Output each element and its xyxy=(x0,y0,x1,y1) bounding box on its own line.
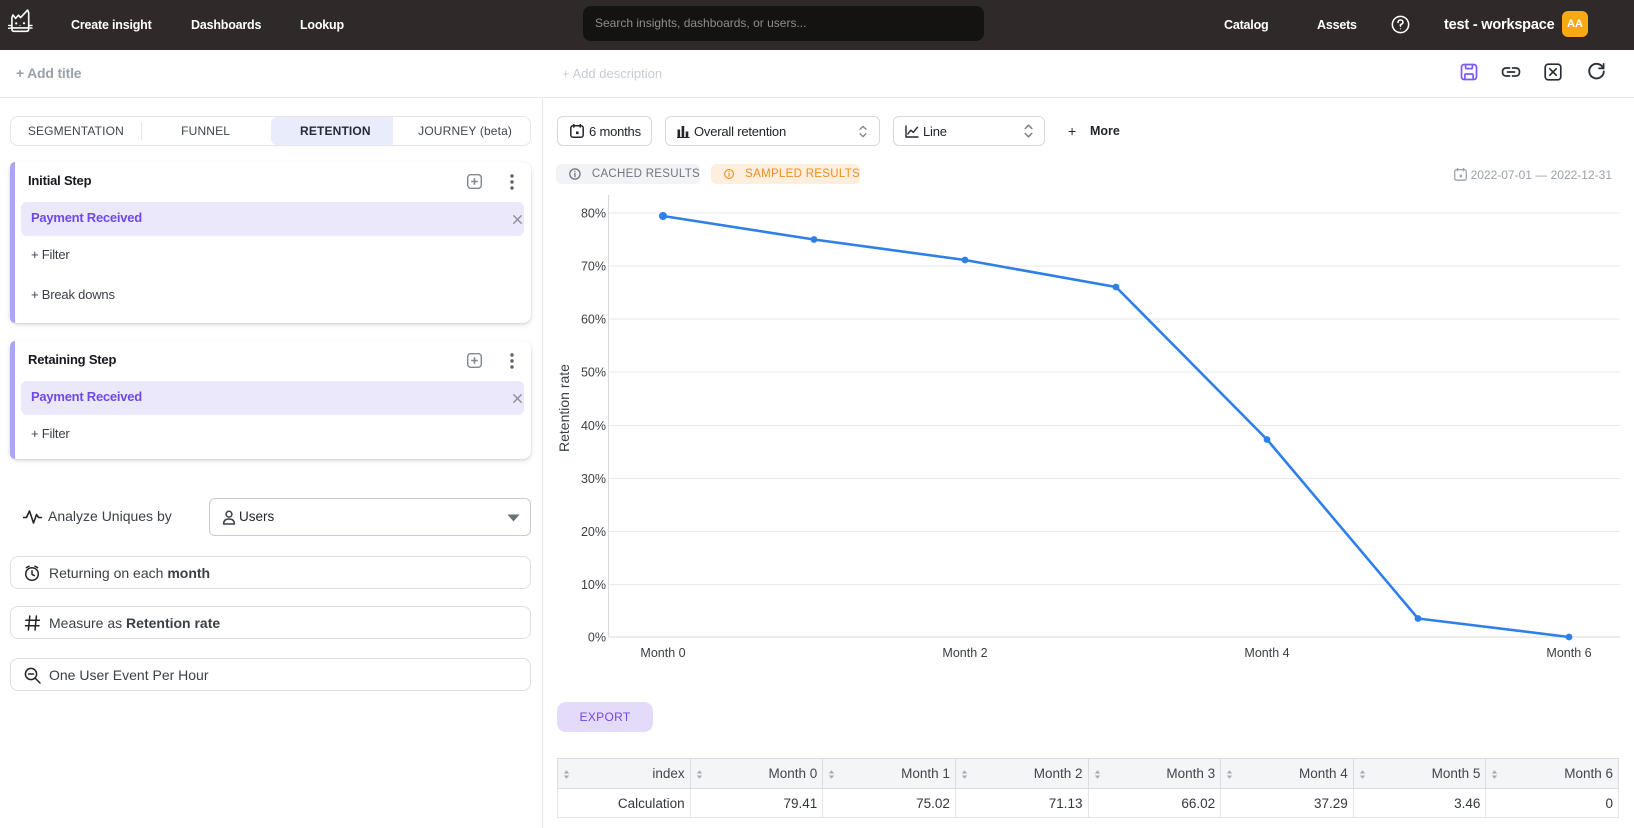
svg-text:Month 4: Month 4 xyxy=(1244,646,1289,660)
svg-text:30%: 30% xyxy=(581,472,606,486)
svg-text:50%: 50% xyxy=(581,366,606,380)
svg-text:60%: 60% xyxy=(581,313,606,327)
svg-text:20%: 20% xyxy=(581,525,606,539)
svg-text:10%: 10% xyxy=(581,578,606,592)
svg-text:80%: 80% xyxy=(581,207,606,221)
svg-text:Month 2: Month 2 xyxy=(942,646,987,660)
svg-text:40%: 40% xyxy=(581,419,606,433)
svg-text:Month 0: Month 0 xyxy=(640,646,685,660)
svg-text:Month 6: Month 6 xyxy=(1546,646,1591,660)
svg-text:0%: 0% xyxy=(588,631,606,645)
svg-text:70%: 70% xyxy=(581,260,606,274)
